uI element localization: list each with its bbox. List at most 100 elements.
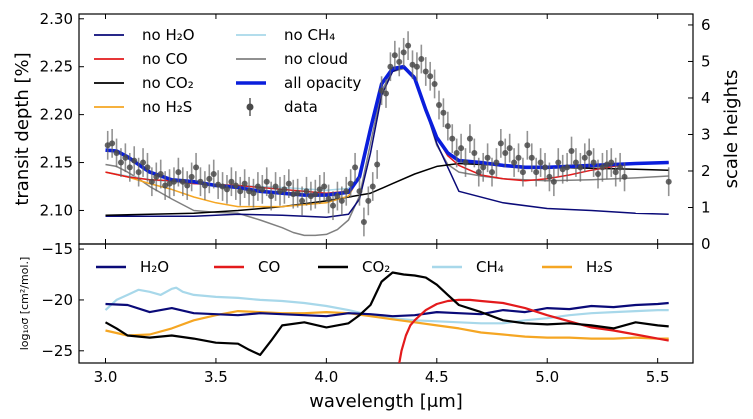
bottom-legend-label: CO₂ xyxy=(362,258,390,276)
data-point xyxy=(466,135,473,142)
data-point xyxy=(281,186,288,193)
data-point xyxy=(391,52,398,59)
data-point xyxy=(237,188,244,195)
cross-section-line-2 xyxy=(104,271,669,356)
data-point xyxy=(325,195,332,202)
x-tick-label: 5.0 xyxy=(535,368,559,386)
data-point xyxy=(533,169,540,176)
data-point xyxy=(140,159,147,166)
data-point xyxy=(360,218,367,225)
data-point xyxy=(223,186,230,193)
data-point xyxy=(586,149,593,156)
data-point xyxy=(109,140,116,147)
data-point xyxy=(471,149,478,156)
data-point xyxy=(568,148,575,155)
data-point xyxy=(511,159,518,166)
data-point xyxy=(219,183,226,190)
data-point xyxy=(329,202,336,209)
bottom-y-tick-label: −20 xyxy=(41,291,73,309)
data-point xyxy=(210,171,217,178)
bottom-legend-label: H₂O xyxy=(140,258,169,276)
data-point xyxy=(383,90,389,97)
data-point xyxy=(444,123,451,130)
data-point xyxy=(458,145,465,152)
right-y-tick-label: 0 xyxy=(701,235,711,253)
legend-label: no CO xyxy=(142,50,188,68)
right-y-tick-label: 1 xyxy=(701,198,711,216)
bottom-plot-frame xyxy=(78,243,694,364)
bottom-y-tick-label: −25 xyxy=(41,342,73,360)
cross-section-line-3 xyxy=(104,286,669,325)
data-point xyxy=(113,149,120,156)
y-tick-label: 2.20 xyxy=(40,106,73,124)
data-point xyxy=(555,159,562,166)
data-point xyxy=(117,159,124,166)
data-point xyxy=(299,197,306,204)
right-y-tick-label: 3 xyxy=(701,125,711,143)
data-point xyxy=(157,171,164,178)
data-point xyxy=(369,183,376,190)
data-point xyxy=(581,154,588,161)
data-point xyxy=(135,169,142,176)
data-point xyxy=(599,164,606,171)
x-axis-label: wavelength [μm] xyxy=(309,391,463,412)
series-line-5 xyxy=(105,67,669,237)
data-point xyxy=(537,159,544,166)
data-point xyxy=(440,109,447,116)
data-point xyxy=(263,178,270,185)
data-point xyxy=(475,169,482,176)
data-point xyxy=(484,154,491,161)
cross-section-line-4 xyxy=(105,310,669,340)
legend-label: all opacity xyxy=(284,74,361,92)
right-y-tick-label: 6 xyxy=(701,16,711,34)
data-point xyxy=(427,73,434,80)
data-point xyxy=(268,193,275,200)
legend-label: no cloud xyxy=(284,50,348,68)
data-point xyxy=(294,190,301,197)
data-point xyxy=(378,87,385,94)
data-point xyxy=(206,175,213,182)
data-point xyxy=(126,164,133,171)
y-axis-label: transit depth [%] xyxy=(12,52,33,205)
bottom-legend-label: CH₄ xyxy=(476,258,504,276)
data-point xyxy=(515,154,522,161)
data-point xyxy=(343,188,350,195)
x-tick-label: 3.5 xyxy=(204,368,228,386)
data-point xyxy=(144,164,151,171)
data-point xyxy=(453,149,460,156)
cross-section-line-0 xyxy=(105,301,669,318)
data-point xyxy=(352,164,359,171)
data-point xyxy=(122,154,129,161)
data-point xyxy=(418,56,425,63)
data-point xyxy=(422,68,429,75)
data-point xyxy=(365,197,372,204)
data-point xyxy=(489,169,496,176)
data-point xyxy=(542,164,549,171)
legend-label: no CO₂ xyxy=(142,74,194,92)
data-point xyxy=(612,169,619,176)
data-point xyxy=(170,178,177,185)
data-point xyxy=(572,159,579,166)
data-point xyxy=(316,186,323,193)
y-tick-label: 2.30 xyxy=(40,10,73,28)
bottom-series-lines xyxy=(104,271,669,363)
data-point xyxy=(400,49,407,56)
data-point xyxy=(356,188,363,195)
data-point xyxy=(546,173,553,180)
top-axis-ticks: 2.10 2.15 2.20 2.25 2.30 0 1 2 3 4 5 6 xyxy=(40,10,711,253)
x-tick-label: 5.5 xyxy=(646,368,670,386)
data-point xyxy=(595,171,602,178)
data-point xyxy=(608,159,615,166)
data-point xyxy=(148,178,155,185)
right-y-axis-label: scale heights xyxy=(721,70,742,189)
bottom-y-axis-label: log₁₀σ [cm²/mol.] xyxy=(18,257,31,351)
data-point xyxy=(480,164,487,171)
x-tick-label: 4.0 xyxy=(314,368,338,386)
legend-data-marker xyxy=(246,103,254,111)
x-tick-label: 3.0 xyxy=(94,368,118,386)
data-point xyxy=(590,159,597,166)
data-point xyxy=(179,178,186,185)
data-point xyxy=(621,173,628,180)
